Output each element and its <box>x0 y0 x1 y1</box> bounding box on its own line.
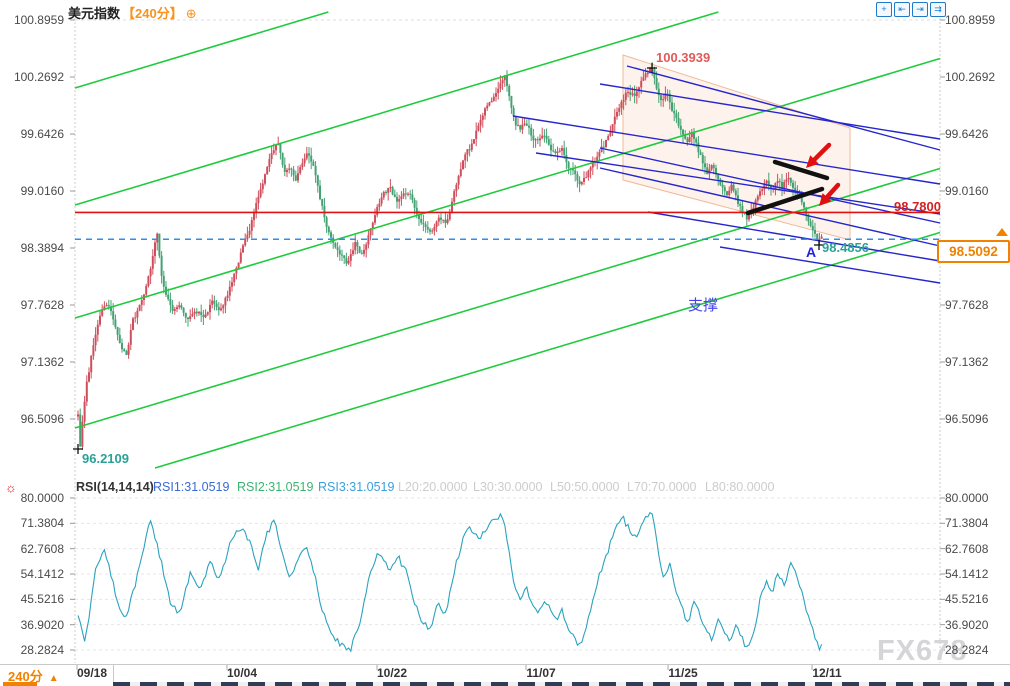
date-label: 12/11 <box>812 666 842 680</box>
scale-left-icon[interactable]: ⇤ <box>894 2 910 17</box>
add-indicator-icon[interactable]: ⊕ <box>185 6 197 21</box>
price-axis-label: 97.7628 <box>945 298 989 312</box>
date-label: 11/07 <box>526 666 556 680</box>
price-axis-label: 99.0160 <box>20 183 64 198</box>
swing-low-annotation: 98.4856 <box>822 240 869 255</box>
x-axis-divider <box>0 664 1010 665</box>
rsi-axis-label: 71.3804 <box>945 516 989 531</box>
rsi-axis-label: 28.2824 <box>20 643 64 657</box>
peak-price-annotation: 100.3939 <box>656 50 711 65</box>
last-price-badge: 98.5092 <box>937 240 1010 263</box>
rsi-axis-label: 62.7608 <box>20 541 64 556</box>
rsi2-value: RSI2:31.0519 <box>237 480 314 494</box>
price-axis-label: 99.6426 <box>945 126 989 141</box>
rsi-axis-label: 36.9020 <box>945 617 989 632</box>
indicator-settings-icon[interactable]: ☼ <box>5 480 17 495</box>
rsi-axis-label: 71.3804 <box>20 516 64 531</box>
rsi-l20-level: L20:20.0000 <box>398 480 468 494</box>
shift-icon[interactable]: ⇉ <box>930 2 946 17</box>
rsi-l80-level: L80:80.0000 <box>705 480 775 494</box>
resistance-level-label: 98.7800 <box>894 199 941 214</box>
price-axis-label: 100.8959 <box>945 12 996 27</box>
start-low-annotation: 96.2109 <box>82 451 129 466</box>
rsi-axis-label: 45.5216 <box>945 592 989 607</box>
interval-label: 【240分】 <box>122 6 183 21</box>
price-axis-label: 97.1362 <box>20 355 64 369</box>
price-axis-label: 99.6426 <box>20 126 64 141</box>
rsi-axis-label: 80.0000 <box>20 490 64 505</box>
rsi-axis-label: 28.2824 <box>945 643 989 657</box>
watermark-logo: FX678 <box>877 635 968 667</box>
period-selector[interactable]: 240分 ▲ <box>8 666 59 685</box>
rsi-l70-level: L70:70.0000 <box>627 480 697 494</box>
scale-right-icon[interactable]: ⇥ <box>912 2 928 17</box>
price-axis-label: 96.5096 <box>20 412 64 426</box>
date-label: 11/25 <box>668 666 698 680</box>
chart-toolbar: + ⇤ ⇥ ⇉ <box>876 2 946 17</box>
rsi3-value: RSI3:31.0519 <box>318 480 395 494</box>
price-axis-label: 97.7628 <box>20 298 64 312</box>
axis-separator <box>113 664 114 682</box>
price-axis-label: 100.2692 <box>945 69 996 84</box>
rsi-axis-label: 54.1412 <box>20 566 64 581</box>
price-axis-label: 98.3894 <box>20 241 64 255</box>
rsi-axis-label: 45.5216 <box>20 592 64 607</box>
price-up-arrow-icon <box>996 228 1008 236</box>
price-axis-label: 100.2692 <box>13 69 64 84</box>
price-axis-label: 96.5096 <box>945 412 989 426</box>
rsi-name: RSI(14,14,14) <box>76 480 154 494</box>
date-label: 10/04 <box>226 666 258 680</box>
rsi-line <box>77 511 823 653</box>
support-text: 支撑 <box>688 297 719 314</box>
pan-icon[interactable]: + <box>876 2 892 17</box>
price-axis-label: 97.1362 <box>945 355 989 369</box>
price-axis-label: 99.0160 <box>945 183 989 198</box>
rsi1-value: RSI1:31.0519 <box>153 480 230 494</box>
rsi-l50-level: L50:50.0000 <box>550 480 620 494</box>
period-arrow-icon: ▲ <box>48 673 59 684</box>
date-label: 09/18 <box>76 666 108 680</box>
price-axis-label: 100.8959 <box>13 12 64 27</box>
rsi-axis-label: 36.9020 <box>20 617 64 632</box>
point-a-marker: A <box>806 244 817 260</box>
period-label: 240分 <box>8 669 43 684</box>
rsi-axis-label: 62.7608 <box>945 541 989 556</box>
date-label: 10/22 <box>376 666 408 680</box>
symbol-name: 美元指数 <box>68 6 121 21</box>
timeline-scrollbar[interactable] <box>113 682 1010 686</box>
rsi-l30-level: L30:30.0000 <box>473 480 543 494</box>
scrollbar-progress <box>3 682 37 686</box>
rsi-indicator-header: ☼ RSI(14,14,14) RSI1:31.0519 RSI2:31.051… <box>0 480 1010 495</box>
chart-title-bar: 美元指数 【240分】 ⊕ <box>68 3 197 22</box>
rsi-axis-label: 80.0000 <box>945 490 989 505</box>
rsi-axis-label: 54.1412 <box>945 566 989 581</box>
